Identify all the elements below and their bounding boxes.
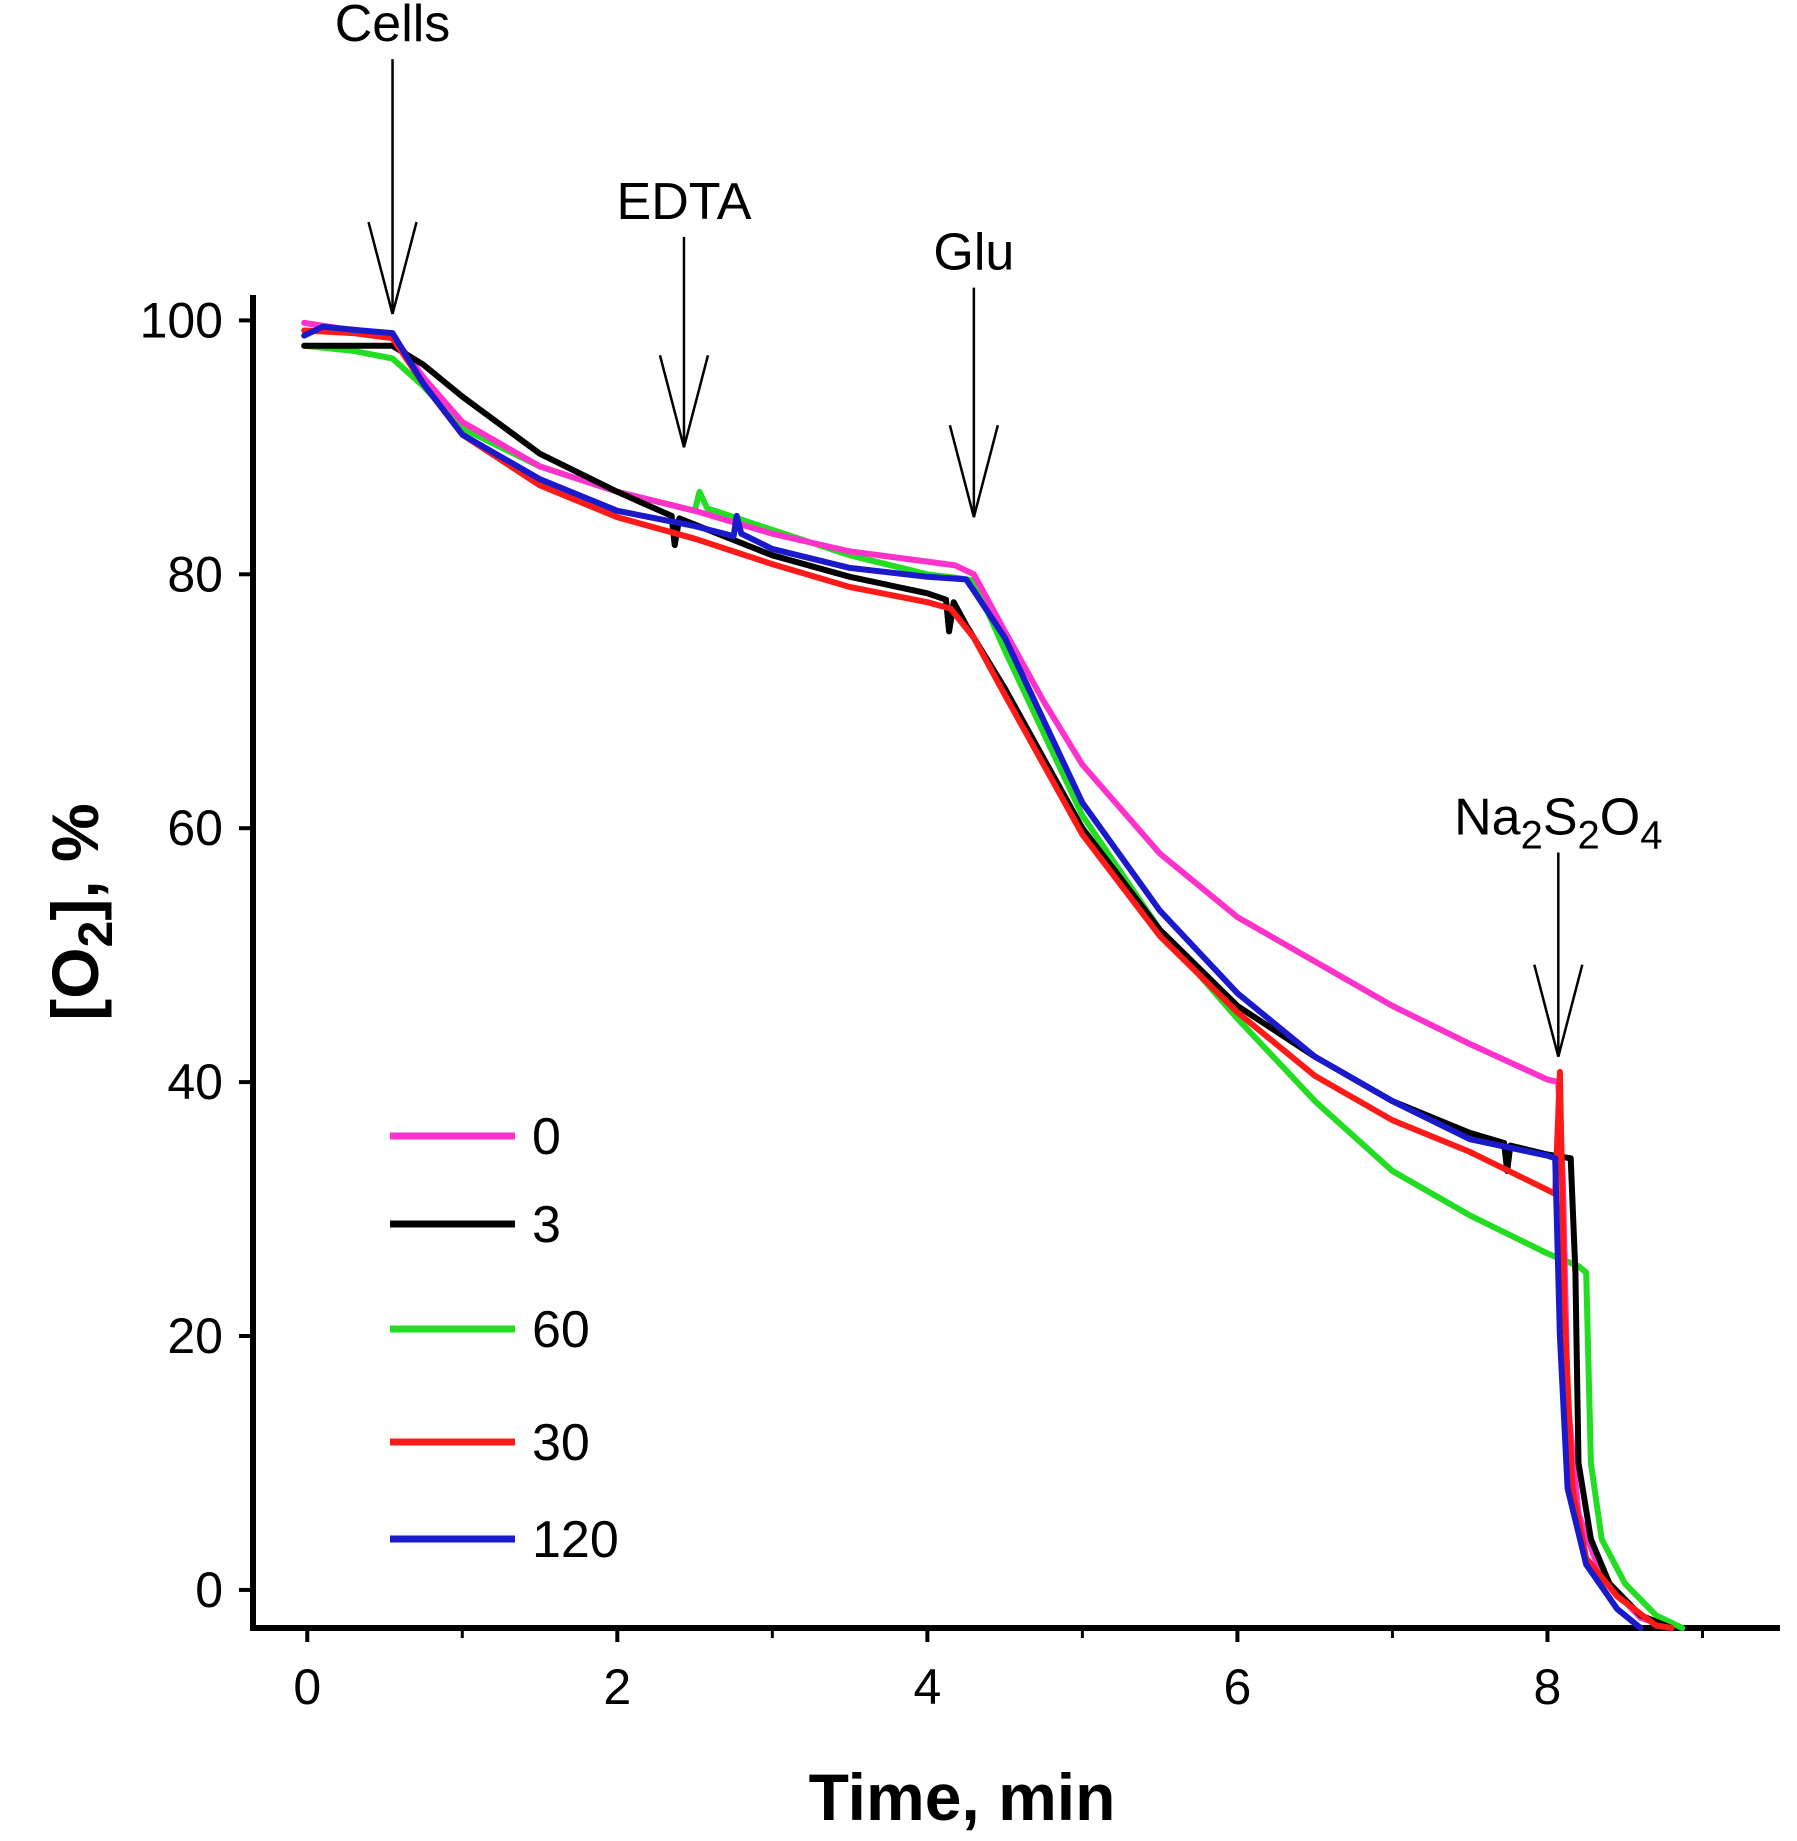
annotation-head-left-2: [948, 424, 976, 518]
x-tick-label-6: 6: [1224, 1659, 1252, 1715]
legend-label-120: 120: [532, 1511, 619, 1569]
annotation-arrow-2: Glu: [933, 224, 1014, 518]
annotation-head-right-1: [682, 355, 710, 448]
annotation-label-part-2: S: [1543, 789, 1578, 847]
x-tick-label-0: 0: [293, 1659, 321, 1715]
x-tick-label-8: 8: [1534, 1659, 1562, 1715]
axes: [250, 295, 1780, 1631]
annotation-arrow-0: Cells: [335, 0, 451, 315]
series-line-30: [301, 327, 1675, 1631]
x-axis-title: Time, min: [809, 1760, 1116, 1834]
annotation-head-right-0: [391, 221, 418, 315]
annotation-head-right-3: [1557, 964, 1584, 1058]
legend-label-60: 60: [532, 1301, 590, 1359]
y-axis-title-rest: ], %: [38, 803, 112, 920]
y-tick-label-60: 60: [167, 800, 223, 856]
y-tick-label-0: 0: [195, 1562, 223, 1618]
series-line-3: [301, 342, 1675, 1631]
legend-item-3: 3: [390, 1196, 561, 1254]
y-axis-title-main: [O: [38, 947, 112, 1020]
annotation-head-left-1: [658, 355, 686, 448]
series-line-60: [301, 342, 1686, 1631]
annotation-label-part-0: Na: [1454, 789, 1521, 847]
legend-label-0: 0: [532, 1108, 561, 1166]
y-tick-label-100: 100: [140, 292, 223, 348]
legend-item-30: 30: [390, 1414, 590, 1472]
x-tick-label-4: 4: [913, 1659, 941, 1715]
annotation-head-right-2: [972, 424, 1000, 518]
annotation-label-part-1: 2: [1521, 814, 1543, 858]
annotation-head-left-0: [367, 221, 394, 315]
legend-label-30: 30: [532, 1414, 590, 1472]
annotation-label-1: EDTA: [617, 173, 752, 231]
series-line-0: [301, 319, 1675, 1631]
annotation-label-3: Na2S2O4: [1454, 789, 1662, 858]
y-axis-title: [O2], %: [38, 803, 123, 1020]
legend-item-120: 120: [390, 1511, 619, 1569]
annotation-label-part-3: 2: [1578, 814, 1600, 858]
y-axis-title-sub: 2: [70, 921, 123, 948]
annotation-label-part-4: O: [1600, 789, 1640, 847]
annotation-arrow-1: EDTA: [617, 173, 752, 448]
annotation-label-0: Cells: [335, 0, 451, 53]
legend-item-60: 60: [390, 1301, 590, 1359]
series-group: [301, 319, 1686, 1631]
x-tick-label-2: 2: [603, 1659, 631, 1715]
annotation-label-part-5: 4: [1640, 814, 1662, 858]
annotation-head-left-3: [1533, 964, 1560, 1058]
annotation-label-2: Glu: [933, 224, 1014, 282]
y-tick-label-40: 40: [167, 1054, 223, 1110]
legend-item-0: 0: [390, 1108, 561, 1166]
series-line-120: [301, 323, 1644, 1631]
legend-label-3: 3: [532, 1196, 561, 1254]
legend: 0 3 60 30 120: [390, 1108, 619, 1569]
annotation-arrow-3: Na2S2O4: [1454, 789, 1663, 1058]
y-tick-label-20: 20: [167, 1308, 223, 1364]
y-tick-label-80: 80: [167, 546, 223, 602]
